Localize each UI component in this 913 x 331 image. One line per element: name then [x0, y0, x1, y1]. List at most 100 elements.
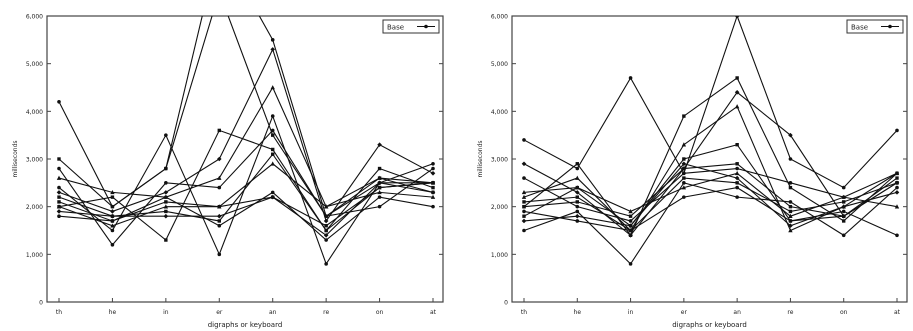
series-1-line [523, 16, 898, 189]
x-tick-label: th [56, 309, 62, 316]
series-6-line [58, 129, 434, 241]
y-axis-label: milliseconds [477, 140, 484, 177]
series-4-line [58, 86, 434, 208]
series-9-point-4 [681, 161, 687, 167]
x-tick-label: on [376, 309, 384, 316]
series-2-point-5 [271, 133, 275, 137]
series-3-point-6 [323, 218, 329, 224]
series-5-point-7 [377, 204, 382, 209]
series-2-point-6 [788, 185, 793, 190]
series-7-point-1 [57, 185, 61, 190]
series-12-point-8 [431, 181, 435, 185]
series-12-point-4 [682, 166, 686, 171]
series-12-point-3 [164, 209, 168, 214]
y-tick-label: 3,000 [26, 157, 43, 164]
series-7-point-3 [628, 262, 633, 266]
series-11-point-5 [735, 185, 739, 190]
x-axis-label: digraphs or keyboard [208, 321, 283, 329]
series-9-point-5 [270, 194, 276, 200]
series-5-point-3 [164, 181, 168, 185]
y-tick-label: 2,000 [491, 204, 508, 211]
series-10-point-1 [521, 189, 527, 195]
legend: Base [382, 19, 440, 34]
series-5-point-2 [575, 204, 580, 209]
series-6-point-7 [377, 166, 382, 171]
series-9-point-1 [56, 209, 62, 214]
series-5-point-8 [895, 171, 899, 176]
x-axis-label: digraphs or keyboard [672, 321, 747, 329]
series-9-point-3 [163, 213, 169, 219]
x-tick-label: an [269, 309, 277, 316]
legend-marker [424, 24, 428, 29]
series-4-point-1 [521, 194, 527, 199]
series-10-point-5 [734, 170, 740, 176]
series-9-point-2 [574, 213, 580, 219]
series-4-point-6 [788, 228, 793, 233]
series-4-point-5 [734, 104, 740, 109]
series-11-point-6 [324, 238, 328, 242]
series-12-point-6 [324, 228, 328, 233]
series-2-point-2 [110, 204, 115, 209]
series-5-point-3 [628, 219, 633, 223]
series-12-point-1 [522, 204, 526, 209]
series-7-point-4 [217, 252, 222, 257]
series-12-point-2 [575, 200, 579, 204]
series-3-point-2 [110, 209, 115, 214]
legend-marker [888, 24, 892, 29]
series-1-point-6 [788, 157, 793, 161]
x-tick-label: he [109, 309, 117, 316]
series-12-line [523, 163, 898, 217]
series-12-point-5 [735, 162, 739, 166]
y-tick-label: 6,000 [491, 14, 508, 21]
series-11-point-7 [841, 209, 846, 214]
y-tick-label: 4,000 [26, 109, 43, 116]
series-2-point-3 [164, 166, 168, 171]
x-tick-label: in [628, 309, 634, 316]
series-7-point-5 [735, 195, 739, 199]
series-8-point-4 [682, 176, 686, 180]
series-3-line [58, 47, 434, 223]
series-9-point-8 [430, 190, 436, 195]
y-tick-label: 3,000 [491, 157, 508, 164]
series-3-point-7 [377, 142, 382, 147]
series-10-line [523, 172, 898, 217]
series-1-point-1 [57, 100, 61, 104]
series-10-point-3 [628, 209, 633, 214]
series-11-point-1 [57, 214, 61, 218]
series-10-point-6 [788, 213, 793, 218]
series-11-point-4 [217, 223, 222, 228]
legend-box [846, 19, 904, 34]
series-8-point-7 [842, 200, 846, 204]
series-9-line [58, 182, 434, 236]
series-7-point-7 [841, 233, 846, 238]
series-10-point-2 [575, 185, 580, 190]
x-tick-label: at [430, 309, 437, 316]
series-5-point-4 [217, 185, 222, 190]
series-7-line [523, 182, 898, 265]
series-11-point-5 [270, 190, 275, 195]
series-6-point-4 [217, 128, 221, 133]
series-2-point-1 [57, 157, 61, 161]
series-6-point-2 [110, 195, 115, 199]
series-10-point-6 [323, 204, 329, 209]
series-5-point-1 [522, 176, 526, 180]
series-3-point-5 [270, 47, 276, 52]
series-7-point-8 [895, 185, 899, 190]
series-12-point-2 [110, 214, 115, 218]
series-6-point-8 [431, 185, 435, 190]
series-12-line [58, 153, 434, 232]
series-12-point-6 [788, 204, 793, 209]
series-8-point-6 [788, 209, 793, 214]
series-3-point-2 [574, 190, 580, 195]
series-9-point-7 [841, 204, 847, 209]
series-4-point-4 [217, 175, 222, 180]
series-4-point-7 [377, 175, 382, 180]
series-2-line [523, 77, 898, 237]
series-12-point-5 [271, 152, 275, 156]
x-tick-label: re [323, 309, 329, 316]
series-5-point-2 [110, 243, 115, 247]
y-tick-label: 1,000 [26, 252, 43, 259]
series-12-point-7 [842, 214, 846, 218]
series-6-point-1 [522, 214, 526, 218]
series-5-point-6 [324, 214, 328, 218]
